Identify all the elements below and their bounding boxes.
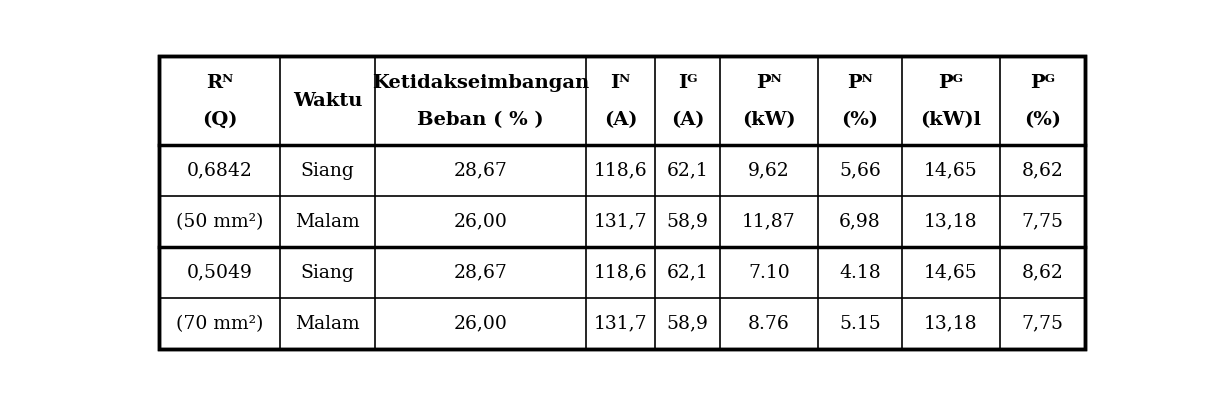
Text: Pᴺ: Pᴺ [756, 74, 782, 92]
Text: Malam: Malam [295, 213, 359, 231]
Text: 7,75: 7,75 [1021, 315, 1063, 333]
Text: Ketidakseimbangan: Ketidakseimbangan [373, 74, 589, 92]
Text: (kW): (kW) [742, 111, 795, 129]
Text: Pᴳ: Pᴳ [938, 74, 964, 92]
Text: 62,1: 62,1 [666, 264, 709, 282]
Text: (50 mm²): (50 mm²) [176, 213, 263, 231]
Text: (kW)l: (kW)l [920, 111, 981, 129]
Text: 5,66: 5,66 [839, 162, 880, 180]
Text: Siang: Siang [301, 264, 354, 282]
Text: 8.76: 8.76 [748, 315, 789, 333]
Text: 9,62: 9,62 [748, 162, 789, 180]
Text: 28,67: 28,67 [454, 264, 507, 282]
Text: 14,65: 14,65 [924, 264, 977, 282]
Text: 6,98: 6,98 [839, 213, 880, 231]
Text: Iᴺ: Iᴺ [611, 74, 631, 92]
Text: (70 mm²): (70 mm²) [176, 315, 263, 333]
Text: 13,18: 13,18 [924, 315, 977, 333]
Text: 8,62: 8,62 [1021, 162, 1063, 180]
Text: 5.15: 5.15 [839, 315, 880, 333]
Text: (A): (A) [603, 111, 637, 129]
Text: 7.10: 7.10 [748, 264, 789, 282]
Text: (A): (A) [671, 111, 704, 129]
Text: 26,00: 26,00 [454, 315, 507, 333]
Text: (%): (%) [1023, 111, 1061, 129]
Text: 62,1: 62,1 [666, 162, 709, 180]
Text: Pᴺ: Pᴺ [847, 74, 873, 92]
Text: 13,18: 13,18 [924, 213, 977, 231]
Text: 58,9: 58,9 [666, 315, 709, 333]
Text: 131,7: 131,7 [594, 213, 647, 231]
Text: 14,65: 14,65 [924, 162, 977, 180]
Text: 4.18: 4.18 [839, 264, 880, 282]
Text: 118,6: 118,6 [594, 264, 647, 282]
Text: Siang: Siang [301, 162, 354, 180]
Text: 118,6: 118,6 [594, 162, 647, 180]
Text: 0,6842: 0,6842 [187, 162, 253, 180]
Text: (%): (%) [841, 111, 878, 129]
Text: 0,5049: 0,5049 [187, 264, 253, 282]
Text: Malam: Malam [295, 315, 359, 333]
Text: Waktu: Waktu [293, 91, 362, 109]
Text: 58,9: 58,9 [666, 213, 709, 231]
Text: Rᴺ: Rᴺ [206, 74, 233, 92]
Text: (Q): (Q) [202, 111, 237, 129]
Text: Beban ( % ): Beban ( % ) [418, 111, 544, 129]
Text: 28,67: 28,67 [454, 162, 507, 180]
Text: 7,75: 7,75 [1021, 213, 1063, 231]
Text: 8,62: 8,62 [1021, 264, 1063, 282]
Text: 26,00: 26,00 [454, 213, 507, 231]
Text: Iᴳ: Iᴳ [677, 74, 697, 92]
Text: 11,87: 11,87 [742, 213, 795, 231]
Text: Pᴳ: Pᴳ [1029, 74, 1055, 92]
Text: 131,7: 131,7 [594, 315, 647, 333]
